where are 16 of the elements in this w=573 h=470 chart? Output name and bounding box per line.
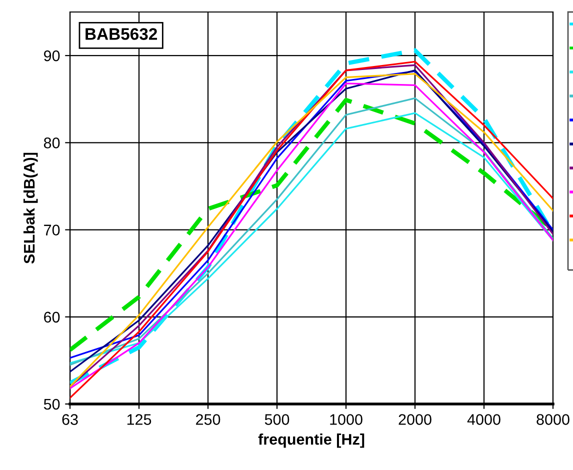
x-tick-label: 4000 (467, 414, 500, 425)
y-tick-label: 60 (44, 312, 60, 323)
x-tick-label: 63 (62, 414, 78, 425)
y-axis-title: SELbak [dB(A)] (23, 152, 38, 264)
x-axis-title: frequentie [Hz] (258, 434, 364, 448)
annotation: BAB5632 (86, 28, 158, 40)
x-tick-label: 2000 (398, 414, 432, 425)
y-tick-label: 90 (44, 50, 60, 62)
x-tick-label: 125 (127, 414, 152, 425)
y-tick-label: 80 (44, 138, 60, 148)
y-tick-label: 50 (44, 398, 60, 410)
x-tick-label: 500 (264, 414, 290, 425)
y-tick-label: 70 (44, 224, 60, 236)
x-tick-label: 1000 (330, 414, 362, 425)
x-tick-label: 250 (196, 414, 220, 425)
x-tick-label: 8000 (536, 414, 570, 425)
